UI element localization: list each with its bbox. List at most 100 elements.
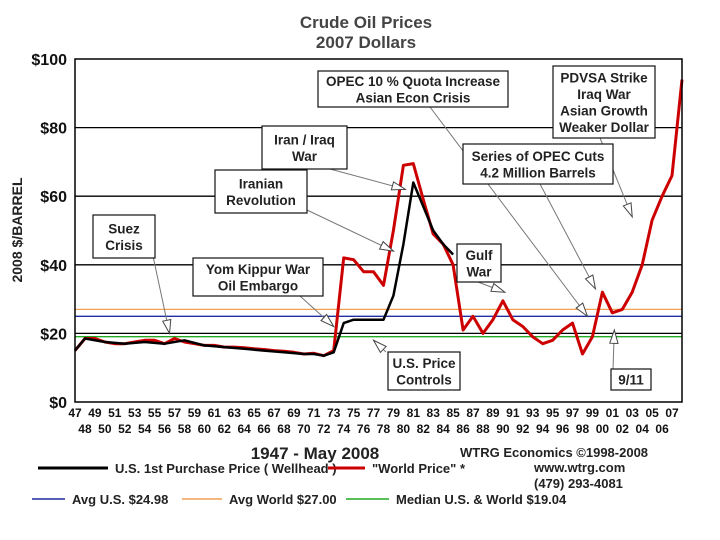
annotation-label: War bbox=[292, 149, 318, 164]
x-tick-label: 70 bbox=[297, 422, 311, 436]
x-tick-label: 54 bbox=[138, 422, 152, 436]
x-tick-label: 88 bbox=[476, 422, 490, 436]
annotation-label: Weaker Dollar bbox=[559, 120, 650, 135]
annotation-label: Crisis bbox=[105, 238, 143, 253]
annotation: Iranian Revolution bbox=[214, 169, 395, 252]
y-tick-label: $80 bbox=[40, 121, 67, 138]
x-tick-label: 02 bbox=[616, 422, 630, 436]
x-tick-label: 04 bbox=[636, 422, 650, 436]
x-tick-label: 93 bbox=[526, 406, 540, 420]
x-tick-label: 97 bbox=[566, 406, 580, 420]
x-tick-label: 50 bbox=[98, 422, 112, 436]
x-tick-label: 00 bbox=[596, 422, 610, 436]
x-tick-label: 47 bbox=[68, 406, 82, 420]
y-axis-label: 2008 $/BARREL bbox=[9, 177, 25, 282]
annotation-box bbox=[92, 214, 156, 259]
legend-label-avg-world: Avg World $27.00 bbox=[229, 492, 337, 507]
x-tick-label: 01 bbox=[606, 406, 620, 420]
annotation-arrow-head bbox=[161, 318, 172, 336]
x-tick-label: 49 bbox=[88, 406, 102, 420]
x-tick-label: 71 bbox=[307, 406, 321, 420]
annotation-label: 4.2 Million Barrels bbox=[480, 165, 596, 180]
annotation-label: Series of OPEC Cuts bbox=[472, 149, 605, 164]
x-tick-label: 52 bbox=[118, 422, 132, 436]
annotation-arrow-head bbox=[390, 181, 408, 191]
x-tick-label: 86 bbox=[456, 422, 470, 436]
annotation-label: Gulf bbox=[466, 248, 493, 263]
annotation-label: Iraq War bbox=[577, 87, 631, 102]
credits: WTRG Economics ©1998-2008 www.wtrg.com (… bbox=[460, 445, 648, 491]
series-lines bbox=[73, 79, 684, 358]
annotation-arrow-line bbox=[306, 209, 394, 252]
annotation-label: Controls bbox=[396, 372, 452, 387]
annotation-label: Asian Econ Crisis bbox=[356, 90, 471, 105]
annotation-box bbox=[317, 70, 509, 108]
credits-url: www.wtrg.com bbox=[533, 460, 625, 475]
x-tick-label: 78 bbox=[377, 422, 391, 436]
legend: U.S. 1st Purchase Price ( Wellhead ) "Wo… bbox=[32, 461, 567, 507]
x-tick-label: 85 bbox=[446, 406, 460, 420]
x-tick-label: 59 bbox=[188, 406, 202, 420]
annotation-arrow-line bbox=[539, 183, 596, 290]
x-tick-label: 60 bbox=[198, 422, 212, 436]
x-tick-label: 74 bbox=[337, 422, 351, 436]
x-tick-label: 56 bbox=[158, 422, 172, 436]
annotation-label: 9/11 bbox=[618, 373, 644, 388]
annotation-arrow-head bbox=[378, 240, 395, 252]
annotation-arrow-head bbox=[609, 328, 619, 345]
annotation-box bbox=[387, 351, 461, 391]
annotation-label: OPEC 10 % Quota Increase bbox=[326, 74, 501, 89]
x-tick-label: 64 bbox=[237, 422, 251, 436]
x-tick-label: 55 bbox=[148, 406, 162, 420]
x-tick-label: 75 bbox=[347, 406, 361, 420]
legend-label-median: Median U.S. & World $19.04 bbox=[396, 492, 567, 507]
annotation-label: Revolution bbox=[226, 193, 296, 208]
axes: $0 $20 $40 $60 $80 $100 47 49 51 53 55 57 59 61 63 65 67… bbox=[31, 52, 683, 436]
annotation-arrow-head bbox=[490, 282, 507, 293]
credits-phone: (479) 293-4081 bbox=[534, 476, 623, 491]
annotation-box bbox=[610, 368, 652, 391]
annotation-box bbox=[552, 65, 656, 139]
x-tick-label: 67 bbox=[267, 406, 281, 420]
x-tick-label: 94 bbox=[536, 422, 550, 436]
x-tick-label: 58 bbox=[178, 422, 192, 436]
annotation-label: Iran / Iraq bbox=[274, 132, 335, 147]
y-tick-label: $20 bbox=[40, 326, 67, 343]
legend-label-avg-us: Avg U.S. $24.98 bbox=[72, 492, 168, 507]
annotation: Iran / Iraq War bbox=[261, 125, 408, 191]
x-tick-label: 61 bbox=[208, 406, 222, 420]
y-tick-label: $0 bbox=[49, 395, 67, 412]
x-tick-label: 82 bbox=[417, 422, 431, 436]
y-tick-label: $100 bbox=[31, 52, 67, 69]
annotation-box bbox=[214, 169, 308, 214]
chart-title: Crude Oil Prices bbox=[300, 13, 432, 32]
annotation-arrow-head bbox=[320, 313, 335, 328]
credits-org: WTRG Economics ©1998-2008 bbox=[460, 445, 648, 460]
annotation-arrow-head bbox=[622, 202, 633, 219]
x-tick-label: 63 bbox=[228, 406, 242, 420]
x-tick-label: 83 bbox=[427, 406, 441, 420]
annotation-label: Asian Growth bbox=[560, 103, 648, 118]
annotation-label: War bbox=[466, 264, 492, 279]
x-tick-label: 77 bbox=[367, 406, 381, 420]
x-tick-label: 91 bbox=[506, 406, 520, 420]
annotation-label: PDVSA Strike bbox=[560, 70, 648, 85]
y-tick-label: $40 bbox=[40, 258, 67, 275]
series-line-wellhead-price bbox=[74, 181, 455, 357]
x-tick-label: 66 bbox=[257, 422, 271, 436]
x-tick-label: 84 bbox=[437, 422, 451, 436]
x-tick-label: 53 bbox=[128, 406, 142, 420]
x-tick-label: 69 bbox=[287, 406, 301, 420]
x-tick-label: 80 bbox=[397, 422, 411, 436]
x-tick-label: 65 bbox=[247, 406, 261, 420]
annotation-arrow-line bbox=[429, 106, 588, 317]
annotation-label: Oil Embargo bbox=[218, 278, 298, 293]
legend-label-wellhead: U.S. 1st Purchase Price ( Wellhead ) bbox=[115, 461, 337, 476]
x-tick-label: 90 bbox=[496, 422, 510, 436]
annotation-label: Iranian bbox=[239, 176, 283, 191]
x-tick-label: 99 bbox=[586, 406, 600, 420]
